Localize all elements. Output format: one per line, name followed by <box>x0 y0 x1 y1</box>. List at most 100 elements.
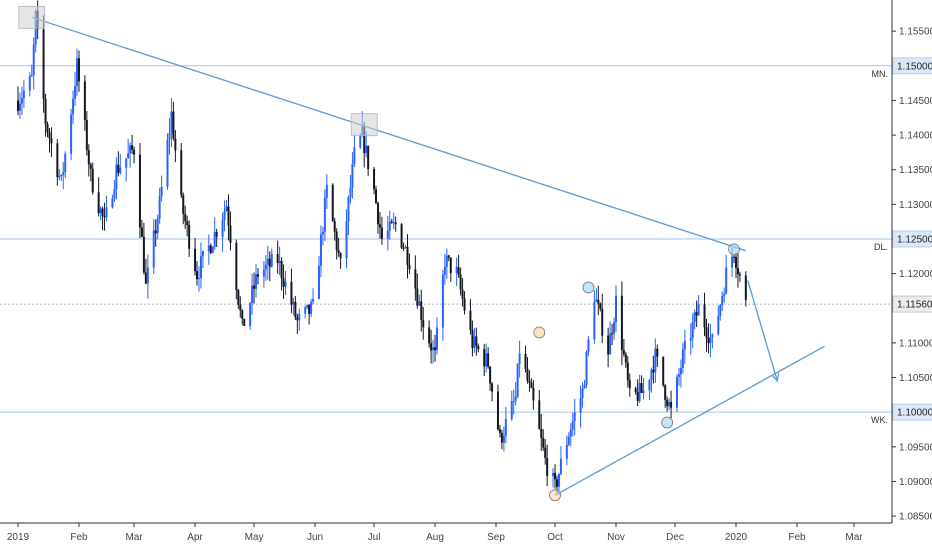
candle <box>255 264 258 298</box>
candle <box>675 374 678 412</box>
candle-body <box>113 189 116 199</box>
candle-body <box>719 305 722 317</box>
candle <box>72 90 75 124</box>
candle-body <box>44 98 47 124</box>
candle-body <box>251 285 254 304</box>
candle-body <box>115 164 118 190</box>
candle <box>103 202 106 231</box>
candle-body <box>280 261 283 279</box>
candle <box>375 185 378 204</box>
candle <box>294 295 297 321</box>
candle-body <box>705 327 708 338</box>
candle <box>689 323 692 355</box>
candle-body <box>628 380 631 389</box>
candle <box>87 144 90 177</box>
candle-body <box>707 337 710 344</box>
candle <box>235 239 238 300</box>
candle-body <box>337 250 340 254</box>
candle <box>42 15 45 113</box>
candle <box>485 343 488 373</box>
candle-body <box>552 472 555 477</box>
price-tick-label: 1.11000 <box>899 338 932 349</box>
candle <box>310 299 313 318</box>
candle-body <box>64 153 67 173</box>
time-tick-label: Dec <box>666 532 684 543</box>
candle <box>156 214 159 240</box>
candle-body <box>565 444 568 459</box>
candle-body <box>402 247 405 249</box>
candle <box>719 303 722 321</box>
candle <box>319 225 322 278</box>
candle <box>249 301 252 330</box>
candle <box>626 356 629 388</box>
candle <box>491 382 494 402</box>
candle-body <box>416 288 419 306</box>
candle <box>473 327 476 353</box>
candle <box>615 285 618 332</box>
candle-body <box>50 138 53 144</box>
candle-body <box>105 207 108 218</box>
candle <box>270 248 273 268</box>
candle-body <box>321 231 324 235</box>
candle-body <box>404 246 407 248</box>
candle <box>432 339 435 364</box>
candle <box>138 142 141 239</box>
time-tick-label: Mar <box>125 532 143 543</box>
candle <box>679 359 682 388</box>
candle <box>50 127 53 157</box>
candle <box>475 327 478 356</box>
candle <box>640 375 643 394</box>
candle <box>418 294 421 307</box>
candle-body <box>689 337 692 341</box>
candle <box>64 151 67 179</box>
candle-body <box>154 230 157 234</box>
projection-arrow-head <box>771 372 780 383</box>
candle-body <box>579 398 582 413</box>
candle <box>119 154 122 175</box>
candle <box>76 48 79 96</box>
candle <box>601 293 604 343</box>
pivot-square-marker <box>18 5 46 29</box>
candle-body <box>489 366 492 384</box>
candle-body <box>414 269 417 289</box>
candle-body <box>613 322 616 334</box>
candle-body <box>388 221 391 231</box>
candle <box>194 237 197 276</box>
candle <box>552 468 555 488</box>
time-tick-label: 2019 <box>7 532 30 543</box>
candle-body <box>74 86 77 99</box>
candle <box>296 313 299 334</box>
candle-body <box>351 164 354 188</box>
candle <box>408 253 411 275</box>
time-tick-label: May <box>245 532 264 543</box>
candle <box>668 398 671 410</box>
price-tick-label: 1.13500 <box>899 165 932 176</box>
candle <box>416 273 419 309</box>
candle <box>323 189 326 241</box>
candle <box>46 121 49 138</box>
price-tick-label: 1.08500 <box>899 512 932 523</box>
candle <box>530 378 533 389</box>
candle <box>504 407 507 444</box>
candle-body <box>744 275 747 300</box>
candle-body <box>253 285 256 289</box>
candle <box>510 390 513 421</box>
candle <box>317 256 320 300</box>
candle <box>544 439 547 465</box>
candle-body <box>691 322 694 338</box>
candle <box>579 385 582 428</box>
candle <box>443 253 446 285</box>
candle-body <box>243 318 246 326</box>
candle-body <box>255 274 258 289</box>
candle-body <box>559 458 562 474</box>
candle <box>583 380 586 389</box>
candle <box>394 216 397 232</box>
candle <box>85 111 88 156</box>
candle-body <box>640 383 643 393</box>
pivot-circle-marker <box>728 243 740 256</box>
horizontal-levels: MN. DL. WK. <box>0 65 892 425</box>
candle <box>670 390 673 419</box>
candle-body <box>237 290 240 305</box>
